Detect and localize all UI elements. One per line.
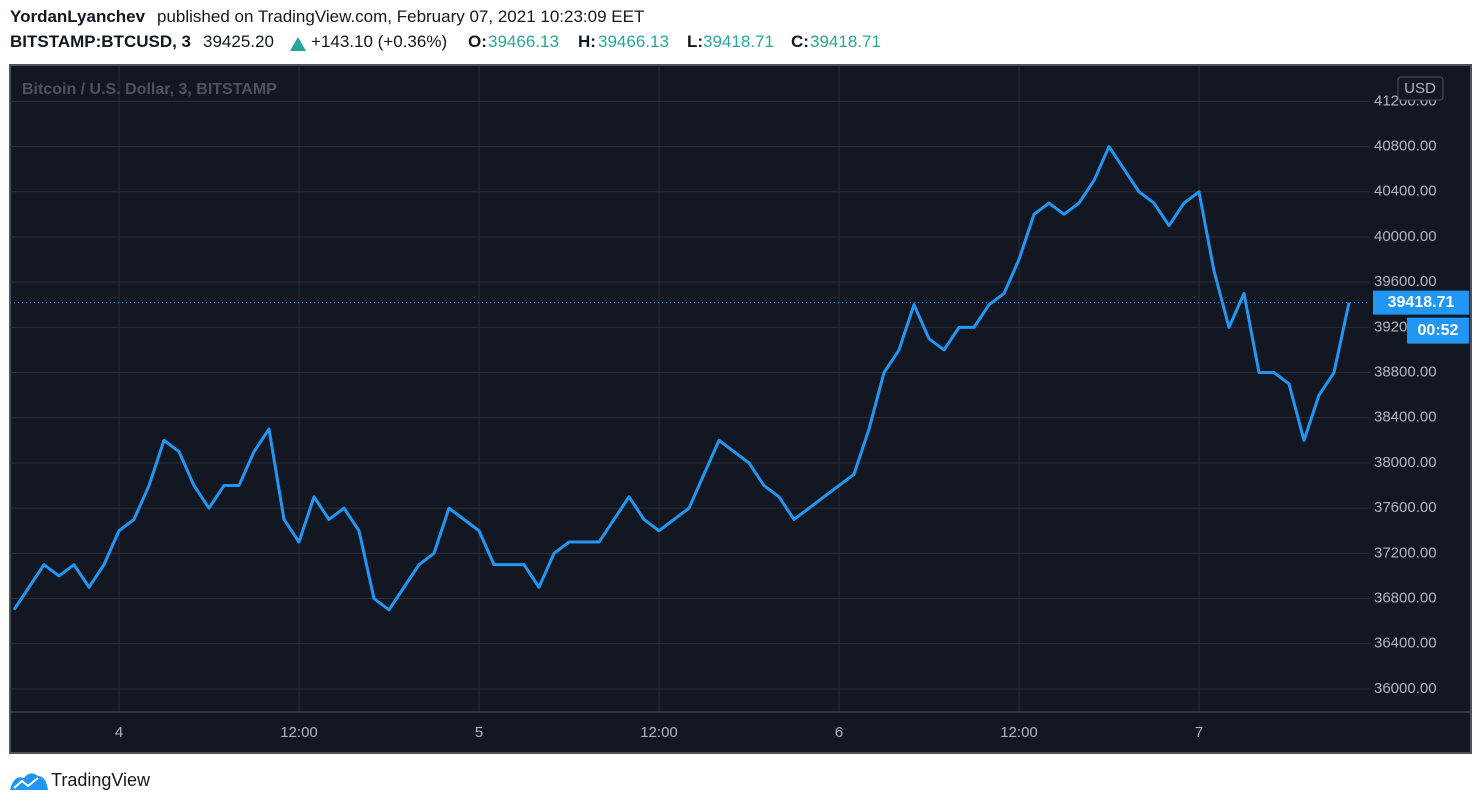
close: 39418.71 xyxy=(810,32,881,51)
high-label: H: xyxy=(578,32,596,51)
change: +143.10 (+0.36%) xyxy=(311,32,447,51)
plot xyxy=(10,145,1370,612)
price-tag xyxy=(1373,290,1469,315)
y-tick-label: 38400.00 xyxy=(1374,409,1437,426)
price-line xyxy=(12,145,1351,612)
published: published on TradingView.com, February 0… xyxy=(157,7,644,26)
chart-frame xyxy=(9,64,1472,754)
open-label: O: xyxy=(468,32,487,51)
y-tick-label: 40400.00 xyxy=(1374,183,1437,200)
author: YordanLyanchev xyxy=(10,7,146,26)
quote-line: BITSTAMP:BTCUSD, 3 39425.20 +143.10 (+0.… xyxy=(10,32,881,51)
y-tick-label: 38800.00 xyxy=(1374,364,1437,381)
logo xyxy=(10,773,48,790)
low-label: L: xyxy=(687,32,703,51)
header-line: YordanLyanchev published on TradingView.… xyxy=(10,7,644,26)
countdown-label: 00:52 xyxy=(1418,322,1459,339)
logo-cloud xyxy=(10,773,48,790)
y-tick-label: 37600.00 xyxy=(1374,499,1437,516)
close-label: C: xyxy=(791,32,809,51)
low: 39418.71 xyxy=(703,32,774,51)
x-tick-label: 12:00 xyxy=(640,724,678,741)
y-tick-label: 36000.00 xyxy=(1374,680,1437,697)
x-tick-label: 12:00 xyxy=(280,724,318,741)
open: 39466.13 xyxy=(488,32,559,51)
price-tag-label: 39418.71 xyxy=(1388,294,1455,311)
y-tick-label: 40800.00 xyxy=(1374,138,1437,155)
countdown-tag xyxy=(1407,317,1469,344)
y-tick-label: 36400.00 xyxy=(1374,635,1437,652)
currency: USD xyxy=(1404,80,1436,97)
x-tick-label: 5 xyxy=(475,724,483,741)
x-tick-label: 12:00 xyxy=(1000,724,1038,741)
x-tick-label: 6 xyxy=(835,724,843,741)
tags: 39418.71 00:52 xyxy=(1373,290,1469,344)
chart-title: Bitcoin / U.S. Dollar, 3, BITSTAMP xyxy=(22,81,277,98)
y-tick-label: 38000.00 xyxy=(1374,454,1437,471)
y-tick-label: 40000.00 xyxy=(1374,228,1437,245)
price: 39425.20 xyxy=(203,32,274,51)
currency-box xyxy=(1397,76,1444,101)
x-tick-label: 4 xyxy=(115,724,123,741)
symbol: BITSTAMP:BTCUSD, 3 xyxy=(10,32,191,51)
y-tick-label: 37200.00 xyxy=(1374,544,1437,561)
logo-line xyxy=(13,777,39,789)
up-arrow xyxy=(290,37,306,51)
y-tick-label: 39600.00 xyxy=(1374,273,1437,290)
y-tick-label: 36800.00 xyxy=(1374,590,1437,607)
high: 39466.13 xyxy=(598,32,669,51)
brand: TradingView xyxy=(51,770,151,790)
x-tick-label: 7 xyxy=(1195,724,1203,741)
